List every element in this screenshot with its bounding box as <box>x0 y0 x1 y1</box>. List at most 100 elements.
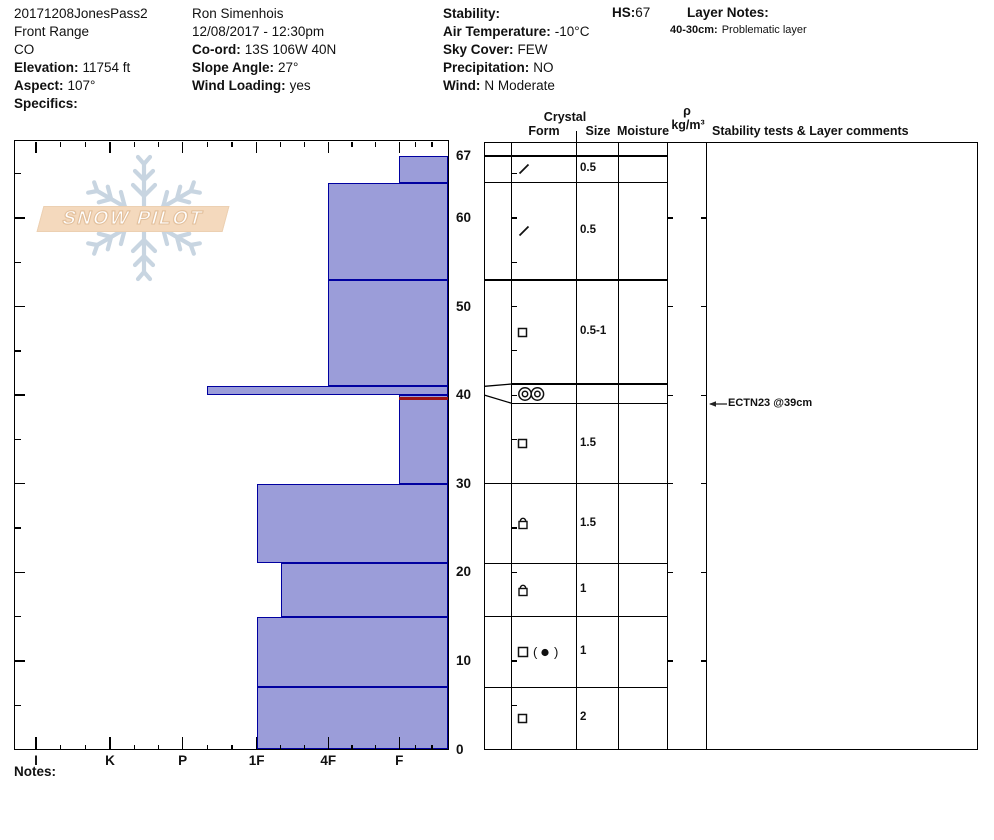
axis-tick <box>431 141 433 147</box>
axis-tick <box>279 141 282 147</box>
axis-tick <box>15 394 25 396</box>
table-row-line <box>484 181 668 184</box>
crystal-size-value: 1 <box>580 583 587 596</box>
axis-tick <box>327 141 329 153</box>
axis-tick <box>15 261 21 263</box>
table-depth-tick <box>511 394 518 396</box>
sky-cover: Sky Cover: FEW <box>443 42 548 57</box>
layer-note: 40-30cm: Problematic layer <box>670 24 807 36</box>
axis-tick <box>279 744 282 750</box>
axis-tick <box>15 217 25 219</box>
coordinates: Co-ord: 13S 106W 40N <box>192 42 337 57</box>
hardness-chart-plot-area <box>14 140 449 750</box>
table-depth-tick <box>700 306 707 308</box>
axis-tick <box>351 744 353 750</box>
svg-text:(: ( <box>533 645 538 659</box>
site-info-column: 20171208JonesPass2 Front Range CO Elevat… <box>14 5 148 113</box>
table-row-line <box>511 402 668 404</box>
snow-layer-bar <box>280 563 449 617</box>
snow-layer-bar <box>328 182 449 281</box>
axis-tick <box>59 744 62 750</box>
wind: Wind: N Moderate <box>443 78 555 93</box>
form-header: Form <box>528 124 560 138</box>
axis-tick <box>133 744 135 750</box>
table-depth-tick <box>700 217 707 219</box>
stability-test-annotation: ECTN23 @39cm <box>728 397 813 410</box>
axis-tick <box>415 141 417 147</box>
snow-layer-bar <box>256 616 449 688</box>
table-row-line <box>511 383 668 385</box>
y-axis-label: 40 <box>456 387 472 403</box>
x-axis-label: F <box>395 753 404 768</box>
table-depth-tick <box>511 483 518 485</box>
axis-tick <box>206 744 209 750</box>
axis-tick <box>256 141 258 153</box>
snow-layer-bar <box>328 280 449 387</box>
table-row-line <box>484 562 668 565</box>
axis-tick <box>374 141 377 147</box>
crystal-form-glyph-double-circle <box>517 386 546 402</box>
crystal-form-glyph-square <box>517 710 528 726</box>
crystal-header: Crystal <box>543 110 587 124</box>
density-symbol-header: ρ <box>683 104 691 118</box>
annotation-arrow-icon <box>708 397 728 411</box>
crystal-form-glyph-slash <box>517 223 531 239</box>
axis-tick <box>15 660 25 662</box>
x-axis-label: 4F <box>320 753 337 768</box>
observer-info-column: Ron Simenhois 12/08/2017 - 12:30pm Co-or… <box>192 5 336 95</box>
y-axis-label: 10 <box>456 652 472 668</box>
table-depth-tick <box>511 616 518 618</box>
axis-tick <box>327 736 329 750</box>
problem-layer-marker <box>399 396 449 401</box>
snowpilot-logo: SNOW PILOT <box>36 206 230 232</box>
snowflake-icon <box>76 150 212 286</box>
axis-tick <box>374 744 377 750</box>
table-row-line <box>484 686 668 689</box>
axis-tick <box>303 744 306 750</box>
axis-tick <box>398 736 400 750</box>
table-row-line <box>484 155 668 157</box>
table-row-line <box>484 279 668 281</box>
axis-tick <box>231 141 233 147</box>
layer-notes-heading: Layer Notes: <box>687 5 769 20</box>
axis-tick <box>15 350 21 352</box>
table-depth-tick <box>511 660 518 662</box>
density-units-header: kg/m³ <box>671 118 705 132</box>
table-depth-tick <box>700 394 707 396</box>
axis-tick <box>182 736 184 750</box>
table-depth-tick <box>511 217 518 219</box>
axis-tick <box>398 141 400 153</box>
axis-tick <box>84 141 87 147</box>
crystal-form-glyph-slash <box>517 161 531 177</box>
axis-tick <box>133 141 135 147</box>
snow-layer-bar <box>399 156 449 183</box>
snowpilot-logo-text: SNOW PILOT <box>60 207 207 229</box>
axis-tick <box>15 305 25 308</box>
table-row-line <box>484 615 668 618</box>
snow-layer-bar <box>399 395 449 484</box>
stability-field: Stability: <box>443 6 501 21</box>
air-temperature: Air Temperature: -10°C <box>443 24 590 39</box>
y-axis-label: 0 <box>456 741 464 757</box>
expanded-row-wedge <box>484 378 513 406</box>
notes-heading: Notes: <box>14 764 57 779</box>
site-state: CO <box>14 42 35 57</box>
table-depth-tick <box>667 483 674 485</box>
axis-tick <box>35 736 37 750</box>
y-axis-label: 30 <box>456 475 472 491</box>
snow-layer-bar <box>256 687 449 750</box>
crystal-size-value: 1.5 <box>580 436 596 449</box>
crystal-form-glyph-square-paren-dot: () <box>517 644 565 660</box>
crystal-size-value: 0.5 <box>580 224 596 237</box>
site-aspect: Aspect: 107° <box>14 78 96 93</box>
stability-tests-header: Stability tests & Layer comments <box>712 124 909 138</box>
table-depth-tick <box>511 704 518 706</box>
crystal-size-value: 0.5-1 <box>580 325 607 337</box>
table-depth-tick <box>667 571 674 573</box>
axis-tick <box>431 744 433 750</box>
snow-layer-bar <box>207 386 449 396</box>
table-column-divider <box>666 141 668 750</box>
axis-tick <box>84 744 87 750</box>
table-depth-tick <box>667 660 674 662</box>
